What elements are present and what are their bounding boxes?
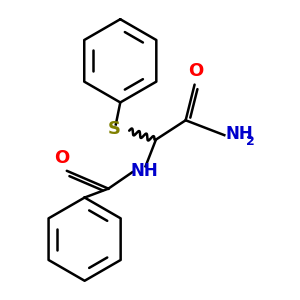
Text: NH: NH [226,125,254,143]
Text: S: S [108,120,121,138]
Text: O: O [188,62,204,80]
Text: NH: NH [130,162,158,180]
Text: O: O [54,149,69,167]
Text: 2: 2 [246,135,255,148]
